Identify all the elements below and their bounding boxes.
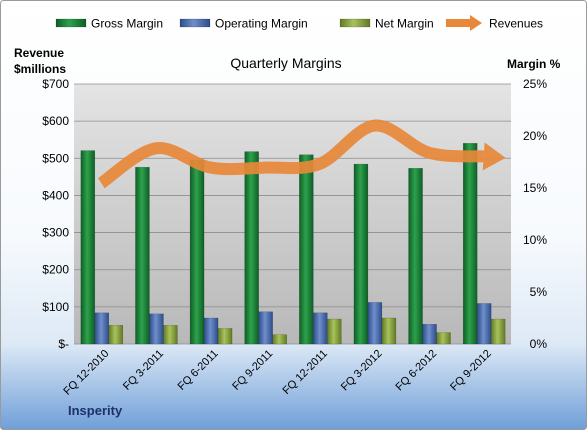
legend: Gross Margin Operating Margin Net Margin Re…	[55, 15, 543, 31]
bar-gross-margin	[408, 167, 423, 345]
bar-net-margin	[272, 334, 287, 345]
bar-net-margin	[327, 318, 342, 345]
right-tick-label: 25%	[523, 77, 547, 91]
left-axis-ticks: $- $100 $200 $300 $400 $500 $600 $700	[42, 77, 69, 351]
bar-gross-margin	[135, 166, 150, 345]
right-tick-label: 15%	[523, 181, 547, 195]
bar-gross-margin	[462, 143, 478, 345]
legend-swatch	[339, 18, 371, 28]
legend-swatch	[179, 18, 211, 28]
left-tick-label: $700	[42, 77, 69, 91]
bar-operating-margin	[94, 312, 110, 345]
bar-net-margin	[490, 318, 506, 345]
legend-label: Operating Margin	[215, 17, 308, 31]
revenue-line-layer	[97, 119, 506, 189]
right-tick-label: 5%	[530, 285, 548, 299]
bar-gross-margin	[189, 159, 205, 345]
legend-label: Net Margin	[375, 17, 434, 31]
revenue-line-arrowhead	[482, 142, 506, 171]
bar-net-margin	[436, 332, 451, 345]
left-tick-label: $200	[42, 263, 69, 277]
right-tick-label: 0%	[530, 337, 548, 351]
right-tick-label: 10%	[523, 233, 547, 247]
footer-label: Insperity	[68, 403, 123, 418]
bar-net-margin	[381, 317, 397, 345]
left-tick-label: $400	[42, 188, 69, 202]
bar-operating-margin	[313, 312, 328, 345]
left-axis-title-line1: Revenue	[14, 46, 64, 60]
bar-operating-margin	[367, 302, 383, 345]
legend-label: Revenues	[489, 17, 543, 31]
right-tick-label: 20%	[523, 129, 547, 143]
left-tick-label: $500	[42, 151, 69, 165]
bar-gross-margin	[244, 151, 259, 345]
bar-net-margin	[108, 325, 124, 345]
left-axis-title-line2: $millions	[14, 62, 66, 76]
legend-swatch	[55, 18, 87, 28]
bar-operating-margin	[203, 317, 219, 345]
left-tick-label: $300	[42, 226, 69, 240]
bar-operating-margin	[476, 303, 492, 345]
legend-label: Gross Margin	[91, 17, 163, 31]
bars	[80, 143, 506, 345]
left-tick-label: $600	[42, 114, 69, 128]
revenue-line	[97, 119, 485, 189]
left-tick-label: $100	[42, 300, 69, 314]
legend-swatch-arrow	[470, 15, 482, 31]
bar-gross-margin	[80, 150, 96, 345]
bar-operating-margin	[422, 323, 437, 345]
bar-net-margin	[217, 328, 233, 345]
bar-gross-margin	[299, 154, 314, 345]
right-axis-ticks: 0% 5% 10% 15% 20% 25%	[523, 77, 547, 351]
bar-operating-margin	[149, 313, 164, 345]
chart-title: Quarterly Margins	[230, 55, 341, 71]
bar-operating-margin	[258, 311, 273, 345]
bar-gross-margin	[353, 163, 369, 345]
left-tick-label: $-	[58, 337, 69, 351]
right-axis-title: Margin %	[507, 57, 561, 71]
bar-net-margin	[163, 325, 178, 345]
